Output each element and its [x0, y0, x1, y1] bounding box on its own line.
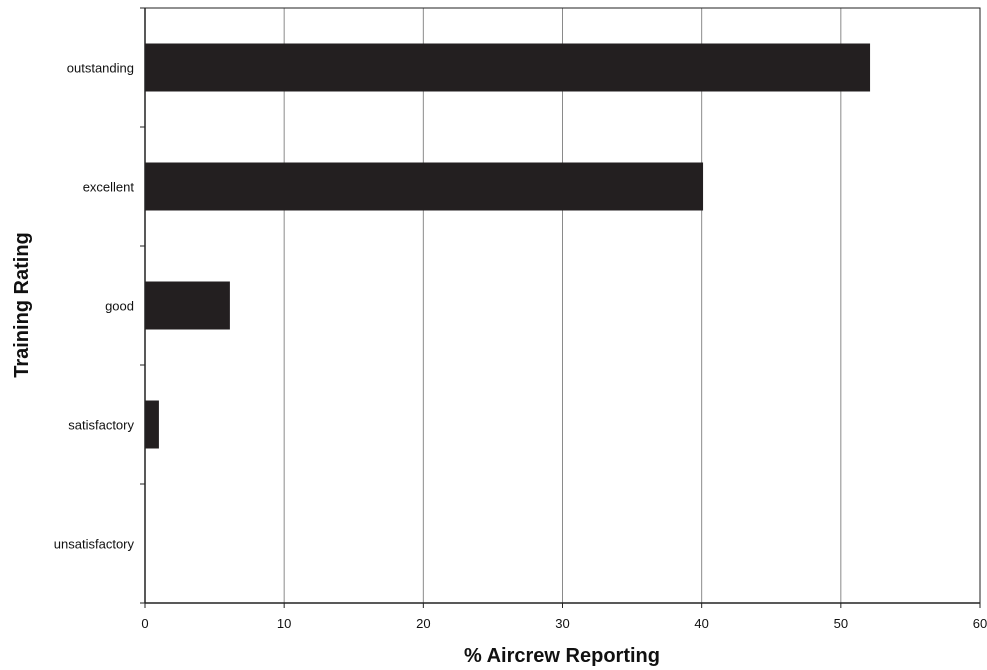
- y-tick-labels: outstanding excellent good satisfactory unsa…: [54, 61, 135, 552]
- x-tick-label-40: 40: [694, 616, 708, 631]
- y-tick-label-satisfactory: satisfactory: [68, 418, 134, 433]
- axes: [140, 7, 981, 608]
- bar-excellent: [145, 162, 704, 211]
- y-tick-label-excellent: excellent: [83, 180, 135, 195]
- y-tick-label-good: good: [105, 299, 134, 314]
- x-tick-label-60: 60: [973, 616, 987, 631]
- y-tick-label-unsatisfactory: unsatisfactory: [54, 537, 135, 552]
- x-tick-label-10: 10: [277, 616, 291, 631]
- x-tick-label-50: 50: [834, 616, 848, 631]
- bar-satisfactory: [145, 400, 159, 449]
- bar-outstanding: [145, 43, 871, 92]
- bar-good: [145, 281, 230, 330]
- x-tick-label-30: 30: [555, 616, 569, 631]
- y-tick-label-outstanding: outstanding: [67, 61, 134, 76]
- x-axis-title: % Aircrew Reporting: [464, 645, 660, 667]
- y-axis-title: Training Rating: [11, 232, 33, 378]
- bars: [145, 43, 871, 449]
- x-tick-labels: 0 10 20 30 40 50 60: [141, 616, 987, 631]
- x-tick-label-20: 20: [416, 616, 430, 631]
- x-tick-label-0: 0: [141, 616, 148, 631]
